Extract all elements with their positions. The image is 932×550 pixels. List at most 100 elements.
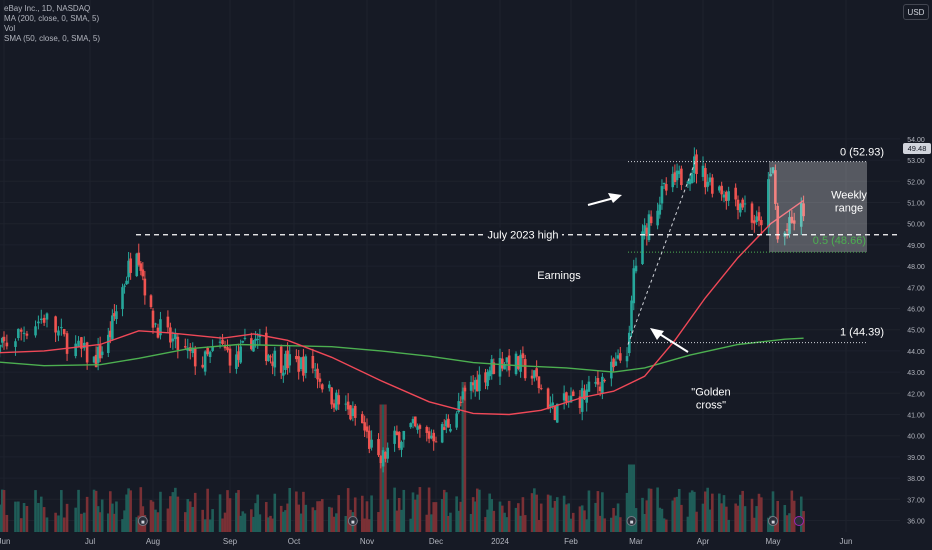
weekly-range-box [769,161,867,253]
candles [0,147,805,473]
candle [393,430,396,444]
volume-bar [94,490,98,532]
symbol-title[interactable]: eBay Inc., 1D, NASDAQ [4,4,91,13]
volume-bar [583,510,586,532]
july-high-label-bg [484,227,562,242]
candle [400,441,403,450]
volume-bar [643,513,646,532]
volume-bar [625,492,629,532]
volume-legend[interactable]: Vol [4,24,16,33]
volume-bar [302,491,305,532]
volume-bar [578,506,582,532]
candle [151,310,155,328]
volume-bar [45,517,49,532]
candle [115,311,118,320]
candle [0,338,4,343]
volume-bar [587,490,591,532]
volume-bar [39,496,43,532]
candle [725,191,728,201]
price-tick-label: 47.00 [907,285,925,292]
volume-bar [675,496,679,532]
candle [469,381,473,391]
volume-bar [565,504,568,532]
currency-button[interactable]: USD [903,4,929,20]
ma200-legend[interactable]: MA (200, close, 0, SMA, 5) [4,14,100,23]
candle [123,285,126,287]
volume-bar [125,494,128,532]
volume-bar [284,510,287,532]
candle [521,353,525,359]
grid [0,0,900,532]
volume-bar [34,490,37,532]
price-tick-label: 49.00 [907,243,925,250]
candle [235,354,238,369]
candle [704,168,707,188]
volume-bar [720,503,723,532]
volume-bar [25,506,29,532]
volume-bar [418,487,422,532]
candle [753,220,756,224]
volume-bar [386,499,389,532]
volume-bar [0,489,4,532]
candle [598,386,602,392]
volume-bar [753,517,756,532]
candle [264,332,268,362]
candle [320,384,324,390]
candle [788,217,791,234]
candle [395,431,399,435]
volume-bar [530,493,534,532]
volume-bar [243,513,247,532]
candle [113,313,116,317]
earnings-marker-icon [626,516,637,526]
volume-bar [442,489,446,532]
volume-bar [106,513,110,532]
sma50-legend[interactable]: SMA (50, close, 0, SMA, 5) [4,34,101,43]
candle [690,173,694,183]
candle [379,455,383,463]
candle [459,401,463,403]
candle [492,362,496,374]
volume-bar [567,503,571,532]
volume-bar [708,509,712,532]
volume-bar [409,518,412,532]
volume-bar [316,501,319,532]
volume-bar [447,515,450,532]
candle [643,225,646,236]
candle [254,338,257,341]
volume-bar [304,504,308,532]
volume-bar [478,489,481,532]
candle [166,316,170,328]
volume-bar [211,509,214,532]
volume-bar [129,490,132,532]
candle [239,346,242,363]
volume-bar [109,491,112,532]
volume-bar [783,505,787,532]
volume-bar [235,492,238,532]
volume-bar [785,515,789,532]
volume-bar [430,514,433,532]
candle [523,359,527,379]
weekly-range-label: Weekly range [831,189,867,214]
volume-bar [411,492,415,532]
volume-bar [760,497,763,532]
volume-bar [596,491,600,532]
volume-bar [42,507,46,532]
volume-bar [627,464,631,532]
candle [416,426,419,430]
volume-bar [360,495,364,532]
volume-bar [135,517,139,532]
candle [664,184,668,191]
candle [750,203,754,223]
volume-bar [299,513,303,532]
candle [647,214,651,241]
volume-bar [111,503,114,532]
time-tick-label: 2024 [491,537,509,546]
candle [583,390,586,400]
candle [533,370,536,379]
candle [722,194,726,198]
candle [286,350,289,369]
volume-bar [174,487,177,532]
candle [17,328,20,339]
price-tick-label: 52.00 [907,179,925,186]
